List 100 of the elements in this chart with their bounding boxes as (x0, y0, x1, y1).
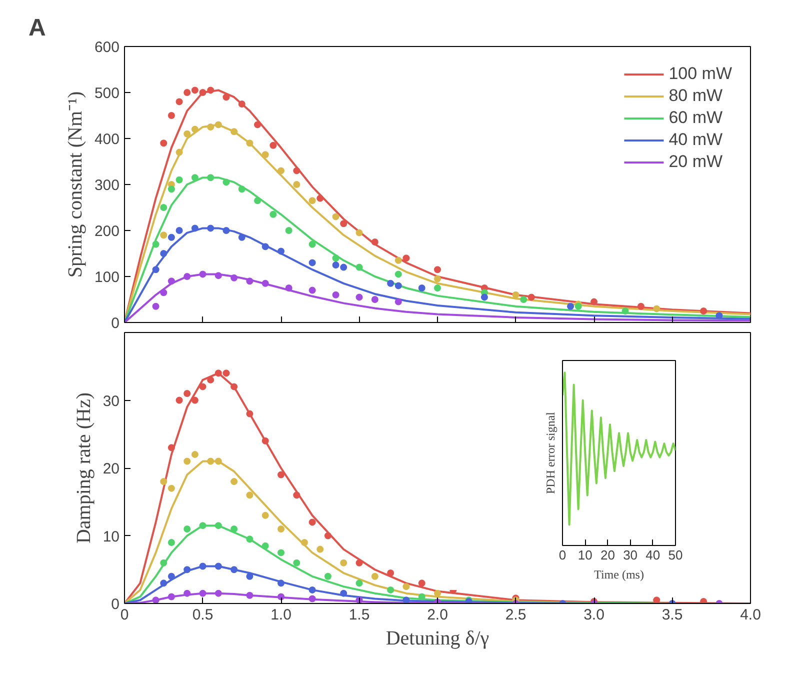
point (168, 112, 175, 119)
point (176, 227, 183, 234)
point (270, 210, 277, 218)
point (332, 291, 340, 298)
x-axis-title: Detuning δ/γ (386, 628, 490, 650)
point (293, 559, 300, 566)
point (293, 181, 300, 188)
point (176, 98, 183, 106)
point (262, 542, 269, 550)
point (434, 284, 441, 292)
y-tick-label: 0 (111, 315, 120, 332)
point (402, 254, 410, 262)
point (152, 596, 160, 604)
point (512, 291, 520, 298)
point (238, 186, 246, 193)
point (207, 376, 214, 384)
x-tick-label: 1.0 (270, 606, 292, 624)
x-tick-label: 0.5 (192, 606, 214, 624)
y-axis-title: Spring constant (Nm⁻¹) (64, 91, 86, 278)
point (246, 410, 254, 418)
point (387, 570, 394, 577)
point (402, 596, 410, 604)
point (254, 197, 262, 204)
point (567, 302, 574, 310)
point (262, 437, 269, 444)
point (278, 593, 284, 600)
point (199, 270, 206, 278)
point (152, 302, 160, 310)
point (222, 94, 230, 101)
point (168, 572, 175, 580)
point (653, 596, 660, 604)
point (168, 444, 175, 452)
y-tick-label: 600 (94, 39, 120, 56)
point (402, 583, 410, 590)
point (184, 273, 191, 280)
point (214, 370, 222, 377)
point (356, 229, 363, 236)
point (278, 580, 284, 587)
point (340, 264, 348, 271)
point (207, 458, 214, 465)
point (184, 390, 191, 397)
x-axis-title: Time (ms) (594, 568, 644, 582)
point (214, 458, 222, 465)
point (168, 539, 175, 546)
y-tick-label: 400 (94, 131, 120, 148)
point (434, 266, 441, 274)
point (222, 178, 230, 186)
point (207, 224, 214, 232)
x-tick-label: 1.5 (348, 606, 370, 624)
point (324, 572, 332, 580)
point (168, 234, 175, 241)
y-tick-label: 30 (102, 392, 120, 410)
x-tick-label: 20 (600, 548, 615, 562)
point (308, 518, 316, 526)
point (418, 284, 426, 292)
point (238, 100, 246, 108)
point (293, 167, 300, 174)
legend-label: 100 mW (668, 64, 732, 84)
point (371, 238, 378, 246)
point (199, 89, 206, 96)
point (278, 248, 284, 255)
point (308, 197, 316, 204)
point (340, 590, 348, 597)
point (230, 274, 238, 282)
point (222, 227, 230, 234)
point (246, 492, 254, 499)
point (230, 566, 238, 574)
point (214, 522, 222, 530)
point (199, 383, 206, 390)
x-tick-label: 2.0 (427, 606, 448, 624)
point (278, 167, 284, 174)
point (230, 478, 238, 486)
point (168, 593, 175, 600)
point (332, 213, 340, 220)
point (168, 484, 175, 492)
point (199, 522, 206, 530)
y-tick-label: 10 (102, 528, 120, 546)
point (176, 176, 183, 184)
x-tick-label: 50 (668, 548, 683, 562)
point (308, 259, 316, 266)
point (230, 128, 238, 136)
x-tick-label: 4.0 (740, 606, 761, 624)
x-tick-label: 0 (558, 548, 566, 562)
point (716, 312, 723, 320)
point (700, 598, 708, 604)
point (191, 450, 198, 458)
point (207, 174, 214, 182)
point (394, 270, 402, 278)
legend-label: 60 mW (668, 108, 723, 128)
point (293, 492, 300, 499)
point (238, 234, 246, 241)
point (394, 282, 402, 290)
point (356, 294, 363, 301)
point (278, 525, 284, 532)
y-tick-label: 20 (102, 460, 120, 478)
point (520, 296, 528, 303)
point (356, 559, 363, 566)
point (160, 478, 168, 486)
point (332, 254, 340, 262)
y-tick-label: 500 (94, 85, 120, 102)
